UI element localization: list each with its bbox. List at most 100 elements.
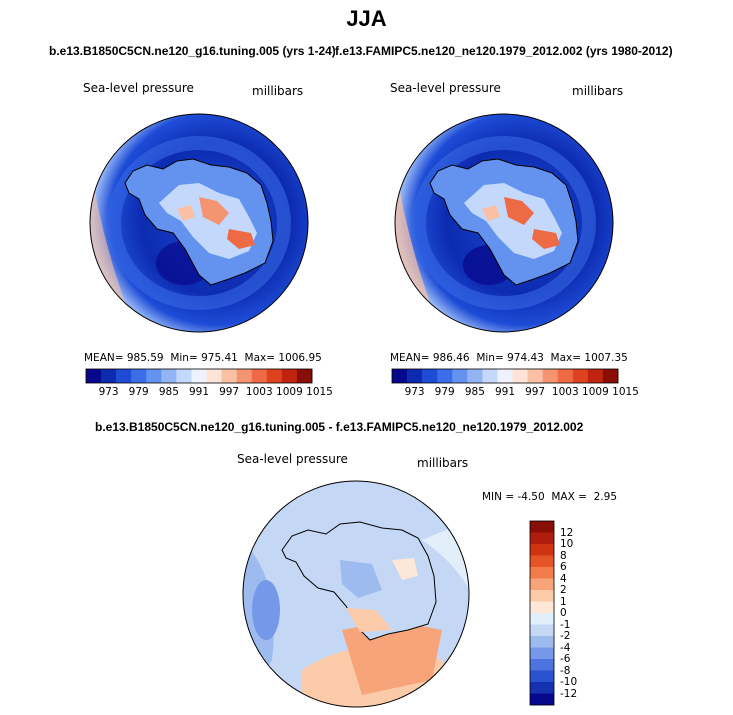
colorbar-swatch: [530, 624, 554, 637]
colorbar-swatch: [146, 369, 162, 383]
colorbar-tick-label: 973: [404, 386, 425, 398]
colorbar-tick-label: 6: [560, 561, 567, 573]
colorbar-tick-label: 979: [434, 386, 455, 398]
panel2-colorbar: [391, 368, 619, 384]
colorbar-swatch: [557, 369, 574, 383]
colorbar-swatch: [530, 590, 554, 602]
colorbar-swatch: [236, 369, 253, 383]
colorbar-swatch: [482, 369, 498, 383]
colorbar-tick-label: 8: [560, 549, 567, 562]
panel1-map: [89, 113, 309, 333]
colorbar-swatch: [467, 369, 483, 383]
colorbar-swatch: [542, 369, 559, 383]
colorbar-swatch: [530, 613, 554, 625]
colorbar-swatch: [251, 369, 268, 383]
case1-title: b.e13.B1850C5CN.ne120_g16.tuning.005 (yr…: [49, 44, 336, 58]
colorbar-swatch: [131, 369, 147, 383]
colorbar-tick-label: 991: [188, 386, 210, 398]
colorbar-swatch: [497, 369, 513, 383]
colorbar-swatch: [572, 369, 589, 383]
panel1-units: millibars: [252, 84, 304, 98]
colorbar-tick-label: -4: [560, 641, 571, 654]
colorbar-swatch: [530, 578, 554, 591]
colorbar-swatch: [530, 647, 554, 660]
colorbar-frame: [529, 520, 555, 706]
panel1-stats: MEAN= 985.59 Min= 975.41 Max= 1006.95: [84, 352, 322, 364]
colorbar-tick-label: 1003: [551, 386, 579, 398]
colorbar-tick-label: 1015: [306, 386, 333, 398]
colorbar-tick-label: 1009: [582, 386, 609, 398]
colorbar-swatch: [512, 369, 528, 383]
panel1-mean-label: MEAN=: [84, 352, 124, 364]
colorbar-swatch: [530, 532, 554, 545]
panel2-colorbar-ticks: 973 979 985 991 997 1003 1009 1015: [392, 386, 639, 400]
colorbar-tick-label: -1: [560, 618, 571, 631]
diff-title: b.e13.B1850C5CN.ne120_g16.tuning.005 - f…: [95, 420, 584, 434]
panel2-variable: Sea-level pressure: [390, 81, 501, 95]
colorbar-swatch: [452, 369, 468, 383]
panel1-variable: Sea-level pressure: [83, 81, 194, 95]
colorbar-tick-label: 1003: [245, 386, 273, 398]
colorbar-swatch: [530, 636, 554, 648]
colorbar-frame: [85, 368, 313, 384]
panel3-units: millibars: [417, 456, 469, 470]
colorbar-tick-label: -6: [560, 653, 571, 665]
colorbar-swatch: [437, 369, 453, 383]
panel2-stats: MEAN= 986.46 Min= 974.43 Max= 1007.35: [390, 352, 628, 364]
colorbar-tick-label: -12: [560, 687, 578, 700]
colorbar-tick-label: -10: [560, 676, 578, 688]
case2-title: f.e13.FAMIPC5.ne120_ne120.1979_2012.002 …: [335, 44, 673, 58]
colorbar-swatch: [101, 369, 117, 383]
colorbar-tick-label: 10: [560, 538, 574, 550]
panel1-min: 975.41: [201, 352, 238, 364]
panel2-min-label: Min=: [476, 352, 504, 364]
figure-title: JJA: [346, 6, 387, 31]
colorbar-swatch: [116, 369, 132, 383]
colorbar-swatch: [161, 369, 177, 383]
colorbar-swatch: [296, 369, 313, 383]
panel2-max: 1007.35: [584, 352, 628, 364]
panel1-colorbar-ticks: 973 979 985 991 997 1003 1009 1015: [86, 386, 333, 400]
colorbar-tick-label: -8: [560, 664, 571, 677]
colorbar-tick-label: 1009: [276, 386, 303, 398]
colorbar-swatch: [530, 567, 554, 579]
colorbar-swatch: [530, 601, 554, 614]
panel1-max: 1006.95: [278, 352, 322, 364]
colorbar-swatch: [602, 369, 619, 383]
panel3-max-label: MAX =: [551, 491, 587, 503]
colorbar-swatch: [530, 555, 554, 568]
colorbar-tick-label: 973: [98, 386, 119, 398]
colorbar-swatch: [530, 693, 554, 706]
panel3-stats: MIN = -4.50 MAX = 2.95: [482, 491, 617, 503]
colorbar-tick-label: 985: [464, 386, 485, 398]
panel2-max-label: Max=: [550, 352, 582, 364]
colorbar-swatch: [530, 682, 554, 694]
panel1-max-label: Max=: [244, 352, 276, 364]
colorbar-swatch: [392, 369, 408, 383]
colorbar-swatch: [530, 544, 554, 556]
panel3-min-label: MIN =: [482, 491, 515, 503]
panel1-mean: 985.59: [126, 352, 164, 364]
panel3-min: -4.50: [517, 491, 545, 503]
panel3-colorbar-ticks: 12 10 8 6 4 2 1 0 -1 -2 -4 -6 -8 -10 -12: [560, 521, 600, 705]
colorbar-tick-label: 1015: [612, 386, 639, 398]
panel1-min-label: Min=: [170, 352, 198, 364]
colorbar-swatch: [221, 369, 237, 383]
colorbar-swatch: [86, 369, 102, 383]
colorbar-tick-label: 991: [494, 386, 516, 398]
colorbar-tick-label: -2: [560, 630, 571, 642]
colorbar-tick-label: 1: [560, 595, 567, 608]
colorbar-tick-label: 2: [560, 584, 567, 596]
panel3-colorbar: [529, 520, 555, 706]
colorbar-swatch: [530, 521, 554, 533]
colorbar-swatch: [530, 670, 554, 683]
colorbar-swatch: [527, 369, 543, 383]
colorbar-tick-label: 12: [560, 526, 574, 539]
colorbar-swatch: [176, 369, 192, 383]
colorbar-tick-label: 979: [128, 386, 149, 398]
panel2-units: millibars: [572, 84, 624, 98]
colorbar-swatch: [587, 369, 604, 383]
colorbar-tick-label: 0: [560, 607, 567, 619]
colorbar-tick-label: 985: [158, 386, 179, 398]
panel3-max: 2.95: [593, 491, 618, 503]
